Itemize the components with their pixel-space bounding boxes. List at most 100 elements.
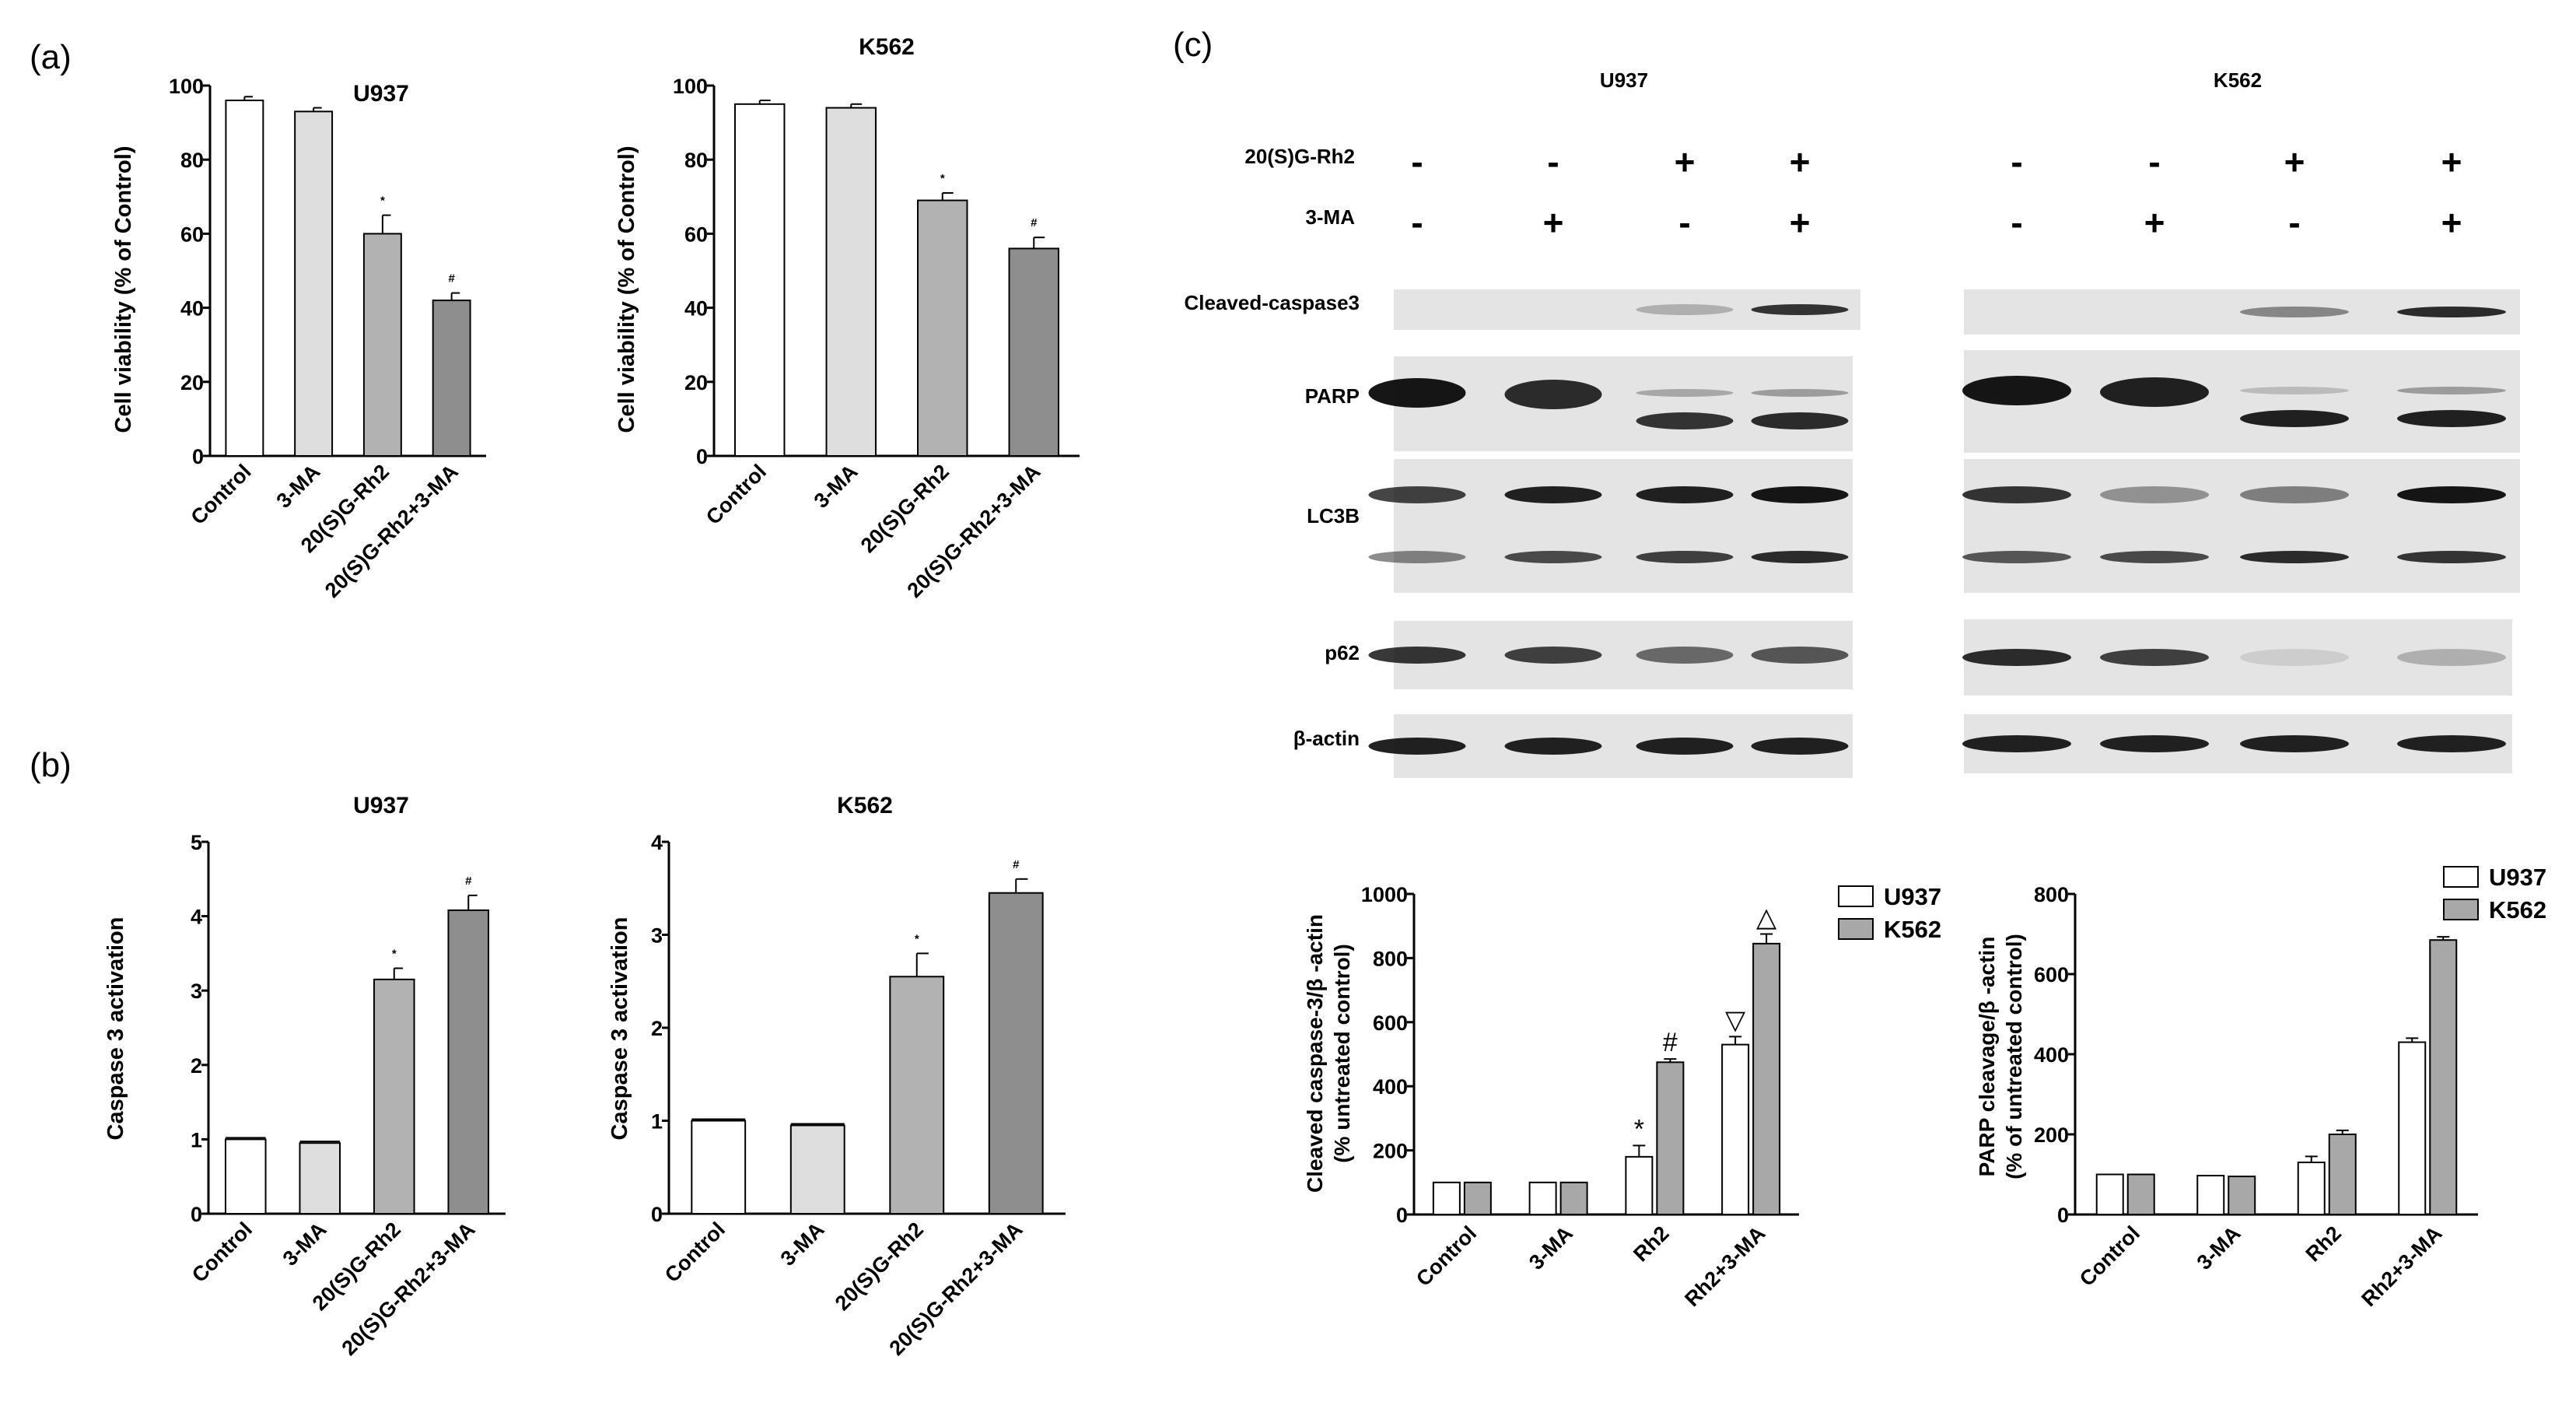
x-category-label: 20(S)G-Rh2 xyxy=(856,460,954,557)
y-tick-label: 400 xyxy=(2034,1043,2069,1067)
treatment-label: 3-MA xyxy=(1305,205,1355,229)
y-axis-label: Cleaved caspase-3/β -actin xyxy=(1303,914,1327,1193)
treatment-sign: - xyxy=(1547,142,1559,182)
y-axis-label-unit: (% untreated control) xyxy=(1330,944,1354,1163)
treatment-sign: + xyxy=(2144,202,2165,243)
blot-band xyxy=(1962,486,2071,503)
y-axis-label: Cell viability (% of Control) xyxy=(111,146,136,433)
blot-strip-background xyxy=(1964,350,2520,453)
bar xyxy=(2429,939,2458,1215)
y-tick-label: 0 xyxy=(696,445,708,468)
blot-band xyxy=(2100,649,2209,666)
y-tick-label: 600 xyxy=(1373,1011,1408,1035)
significance-marker: * xyxy=(915,932,919,945)
blot-band xyxy=(1368,378,1466,408)
x-category-label: Control xyxy=(187,1218,257,1287)
blot-band xyxy=(1368,738,1466,755)
significance-marker: # xyxy=(448,272,455,286)
blot-strip-background xyxy=(1964,459,2520,593)
blot-band xyxy=(2397,551,2506,563)
legend-label: U937 xyxy=(2489,864,2546,891)
treatment-sign: + xyxy=(1543,202,1564,243)
blot-band xyxy=(1962,376,2071,405)
blot-band xyxy=(1504,380,1602,409)
x-category-label: Rh2 xyxy=(2301,1221,2346,1266)
y-tick-label: 20 xyxy=(684,371,708,394)
blot-band xyxy=(2240,649,2349,666)
x-category-label: 20(S)G-Rh2+3-MA xyxy=(320,460,463,602)
blot-strip-u xyxy=(1368,714,1853,778)
x-category-label: Rh2 xyxy=(1629,1221,1673,1266)
blot-band xyxy=(2397,307,2506,317)
significance-marker: # xyxy=(1013,858,1020,871)
blot-band xyxy=(1751,389,1849,397)
blot-cell-line: K562 xyxy=(2214,68,2262,92)
blot-band xyxy=(2100,551,2209,563)
x-category-label: Control xyxy=(2075,1221,2144,1291)
significance-marker: # xyxy=(465,874,472,888)
legend-label: K562 xyxy=(2489,896,2546,924)
blot-strip-background xyxy=(1394,459,1853,593)
y-axis-label: PARP cleavage/β -actin xyxy=(1975,937,1999,1177)
blot-band xyxy=(2397,387,2506,394)
bar xyxy=(1463,1181,1492,1216)
y-tick-label: 1 xyxy=(191,1128,202,1151)
x-category-label: Control xyxy=(660,1218,730,1287)
treatment-sign: - xyxy=(1411,202,1423,243)
blot-band xyxy=(1636,647,1734,664)
blot-band xyxy=(2397,735,2506,752)
y-tick-label: 400 xyxy=(1373,1075,1408,1099)
treatment-sign: + xyxy=(1790,202,1811,243)
blot-row-label: PARP xyxy=(1305,384,1360,408)
treatment-sign: - xyxy=(2288,202,2300,243)
bar xyxy=(2297,1162,2326,1216)
treatment-sign: + xyxy=(1790,142,1811,182)
y-tick-label: 0 xyxy=(191,1203,202,1226)
y-tick-label: 3 xyxy=(191,980,202,1003)
chart-a-k562: K562 Cell viability (% of Control) 0 20 40 60… xyxy=(614,34,1080,602)
x-category-label: 3-MA xyxy=(271,460,324,513)
blot-band xyxy=(2397,410,2506,427)
treatment-sign: - xyxy=(2011,202,2022,243)
significance-marker: # xyxy=(1031,216,1038,230)
blot-row-label: p62 xyxy=(1325,641,1360,664)
x-category-label: 3-MA xyxy=(776,1218,829,1271)
blot-band xyxy=(1636,738,1734,755)
bar xyxy=(1559,1181,1588,1216)
blot-band xyxy=(2240,387,2349,394)
blot-strip-k xyxy=(1962,619,2512,696)
y-axis-label: Cell viability (% of Control) xyxy=(614,146,639,433)
bar xyxy=(2095,1173,2124,1215)
bar xyxy=(299,1142,341,1215)
bar xyxy=(432,300,471,457)
x-category-label: Control xyxy=(1412,1221,1481,1291)
significance-marker: * xyxy=(940,172,945,185)
legend-swatch xyxy=(1838,918,1874,940)
bar xyxy=(2328,1134,2357,1215)
bar xyxy=(2228,1176,2256,1215)
bar xyxy=(789,1124,845,1214)
blot-strip-u xyxy=(1368,621,1853,689)
significance-marker: * xyxy=(392,948,397,961)
blot-row-label: LC3B xyxy=(1307,504,1360,527)
blot-band xyxy=(1636,304,1734,315)
bar xyxy=(825,107,877,457)
x-category-label: Control xyxy=(702,460,771,529)
treatment-sign: + xyxy=(2441,142,2462,182)
y-axis-label: Caspase 3 activation xyxy=(607,917,632,1141)
y-tick-label: 4 xyxy=(651,831,663,854)
blot-band xyxy=(1504,647,1602,664)
blot-band xyxy=(1636,389,1734,397)
legend-swatch xyxy=(2443,866,2479,888)
panel-label-c: (c) xyxy=(1173,26,1213,64)
y-tick-label: 100 xyxy=(169,75,204,98)
significance-marker: * xyxy=(1634,1114,1644,1144)
blot-band xyxy=(1368,486,1466,503)
bar xyxy=(224,1138,267,1215)
blot-strip-k xyxy=(1964,289,2520,335)
y-tick-label: 20 xyxy=(180,371,204,394)
blot-strip-u xyxy=(1368,356,1853,451)
x-category-label: 3-MA xyxy=(1524,1221,1577,1274)
bar xyxy=(691,1120,747,1214)
